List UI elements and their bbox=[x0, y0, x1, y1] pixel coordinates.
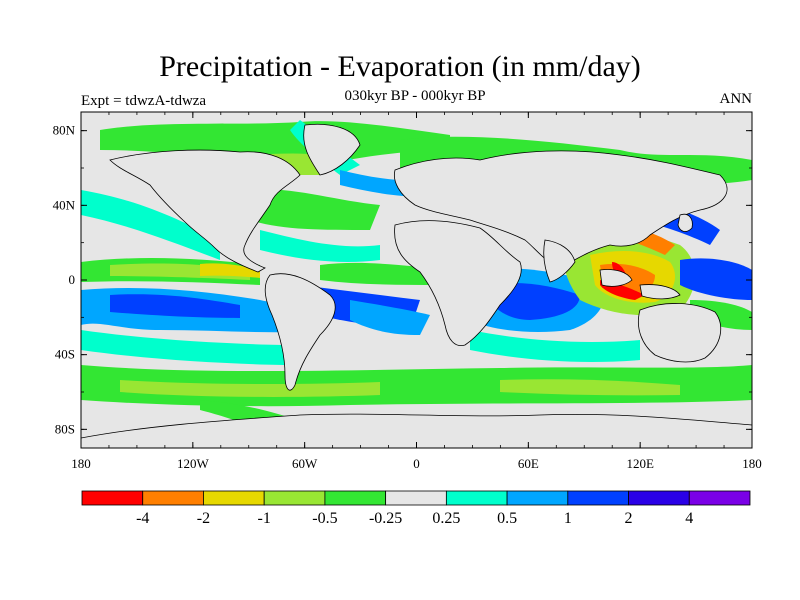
eurasia-landmass bbox=[393, 150, 728, 269]
map-plot-area: 180 120W 60W 0 60E 120E 180 80N 40N 0 40S 80S bbox=[53, 111, 762, 471]
page-title: Precipitation - Evaporation (in mm/day) bbox=[159, 50, 641, 83]
experiment-label: Expt = tdwzA-tdwza bbox=[81, 93, 207, 109]
lon-tick-label: 0 bbox=[413, 456, 420, 471]
anomaly-region bbox=[260, 230, 380, 262]
colorbar-swatch bbox=[385, 490, 447, 506]
lat-tick-label: 0 bbox=[69, 272, 76, 287]
season-label: ANN bbox=[719, 91, 753, 107]
colorbar-swatch bbox=[263, 490, 326, 506]
lat-tick-label: 40N bbox=[53, 197, 76, 212]
anomaly-region bbox=[200, 263, 260, 278]
colorbar-swatch bbox=[628, 490, 690, 506]
lon-tick-label: 120E bbox=[626, 456, 654, 471]
lat-tick-label: 40S bbox=[55, 347, 75, 362]
colorbar-swatch bbox=[81, 490, 144, 506]
colorbar-level-label: 2 bbox=[625, 510, 633, 527]
colorbar-level-label: -0.5 bbox=[312, 510, 337, 527]
africa-landmass bbox=[394, 220, 522, 347]
japan-landmass bbox=[677, 213, 693, 232]
field-layer bbox=[81, 120, 752, 448]
colorbar-level-label: -1 bbox=[258, 510, 271, 527]
anomaly-region bbox=[100, 121, 450, 170]
lon-tick-label: 120W bbox=[177, 456, 210, 471]
colorbar-level-label: -4 bbox=[136, 510, 149, 527]
colorbar-level-label: 1 bbox=[564, 510, 572, 527]
colorbar-level-label: 0.5 bbox=[497, 510, 517, 527]
lon-tick-label: 180 bbox=[71, 456, 91, 471]
anomaly-region bbox=[81, 190, 220, 260]
anomaly-region bbox=[81, 330, 300, 365]
colorbar-swatch bbox=[142, 490, 204, 506]
colorbar-swatch bbox=[203, 490, 265, 506]
anomaly-region bbox=[110, 294, 240, 318]
page-subtitle: 030kyr BP - 000kyr BP bbox=[344, 88, 486, 104]
anomaly-region bbox=[490, 283, 580, 320]
axis-ticks: 180 120W 60W 0 60E 120E 180 80N 40N 0 40S 80S bbox=[53, 112, 762, 471]
colorbar-level-label: -2 bbox=[197, 510, 210, 527]
coastlines bbox=[81, 123, 752, 448]
north-america-landmass bbox=[109, 149, 301, 273]
lon-tick-label: 60W bbox=[292, 456, 318, 471]
lon-tick-label: 180 bbox=[742, 456, 762, 471]
australia-landmass bbox=[638, 303, 722, 363]
colorbar-level-label: 0.25 bbox=[432, 510, 460, 527]
colorbar-swatch bbox=[688, 490, 751, 506]
colorbar-level-label: -0.25 bbox=[369, 510, 402, 527]
lat-tick-label: 80S bbox=[55, 421, 75, 436]
anomaly-region bbox=[350, 300, 430, 335]
colorbar-swatch bbox=[506, 490, 569, 506]
india-landmass bbox=[543, 239, 576, 283]
colorbar-level-label: 4 bbox=[685, 510, 693, 527]
anomaly-region bbox=[120, 380, 380, 397]
colorbar-swatch bbox=[567, 490, 629, 506]
lon-tick-label: 60E bbox=[518, 456, 539, 471]
lat-tick-label: 80N bbox=[53, 123, 76, 138]
borneo-landmass bbox=[599, 269, 633, 287]
antarctica-landmass bbox=[81, 413, 752, 448]
colorbar-swatch bbox=[324, 490, 387, 506]
greenland-landmass bbox=[303, 123, 361, 176]
anomaly-region bbox=[240, 188, 380, 230]
anomaly-region bbox=[470, 330, 640, 362]
new-guinea-landmass bbox=[639, 284, 681, 300]
anomaly-region bbox=[680, 258, 752, 300]
south-america-landmass bbox=[264, 273, 336, 391]
anomaly-region bbox=[500, 379, 680, 396]
colorbar: -4 -2 -1 -0.5 -0.25 0.25 0.5 1 2 4 bbox=[81, 490, 751, 527]
colorbar-swatch bbox=[445, 490, 508, 506]
